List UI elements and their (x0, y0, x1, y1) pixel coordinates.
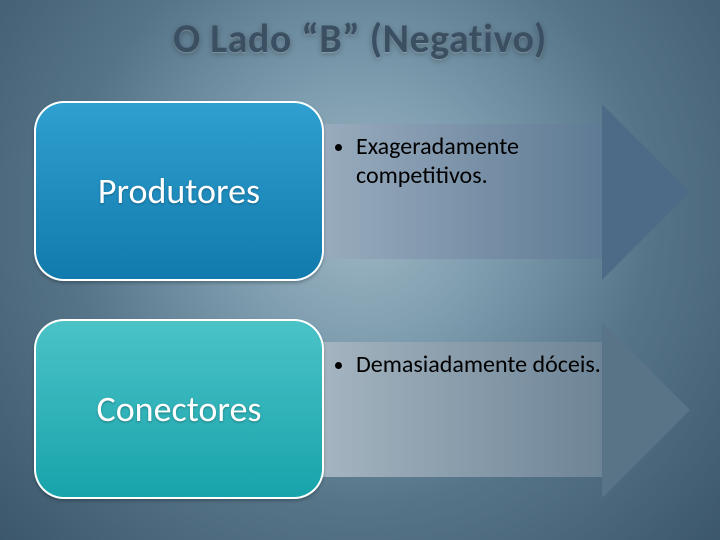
slide-title: O Lado “B” (Negativo) (0, 14, 720, 63)
arrow-text: Demasiadamente dóceis. (336, 350, 646, 379)
category-box: Conectores (34, 319, 324, 499)
bullet-text: Exageradamente competitivos. (356, 132, 646, 191)
category-box: Produtores (34, 101, 324, 281)
arrow-head-icon (602, 322, 690, 498)
row-conectores: Demasiadamente dóceis. Conectores (34, 322, 686, 497)
bullet-text: Demasiadamente dóceis. (356, 350, 646, 379)
category-label: Conectores (97, 387, 262, 431)
category-label: Produtores (98, 169, 260, 213)
row-produtores: Exageradamente competitivos. Produtores (34, 104, 686, 279)
arrow-text: Exageradamente competitivos. (336, 132, 646, 191)
arrow-head-icon (602, 104, 690, 280)
slide: O Lado “B” (Negativo) Exageradamente com… (0, 0, 720, 540)
